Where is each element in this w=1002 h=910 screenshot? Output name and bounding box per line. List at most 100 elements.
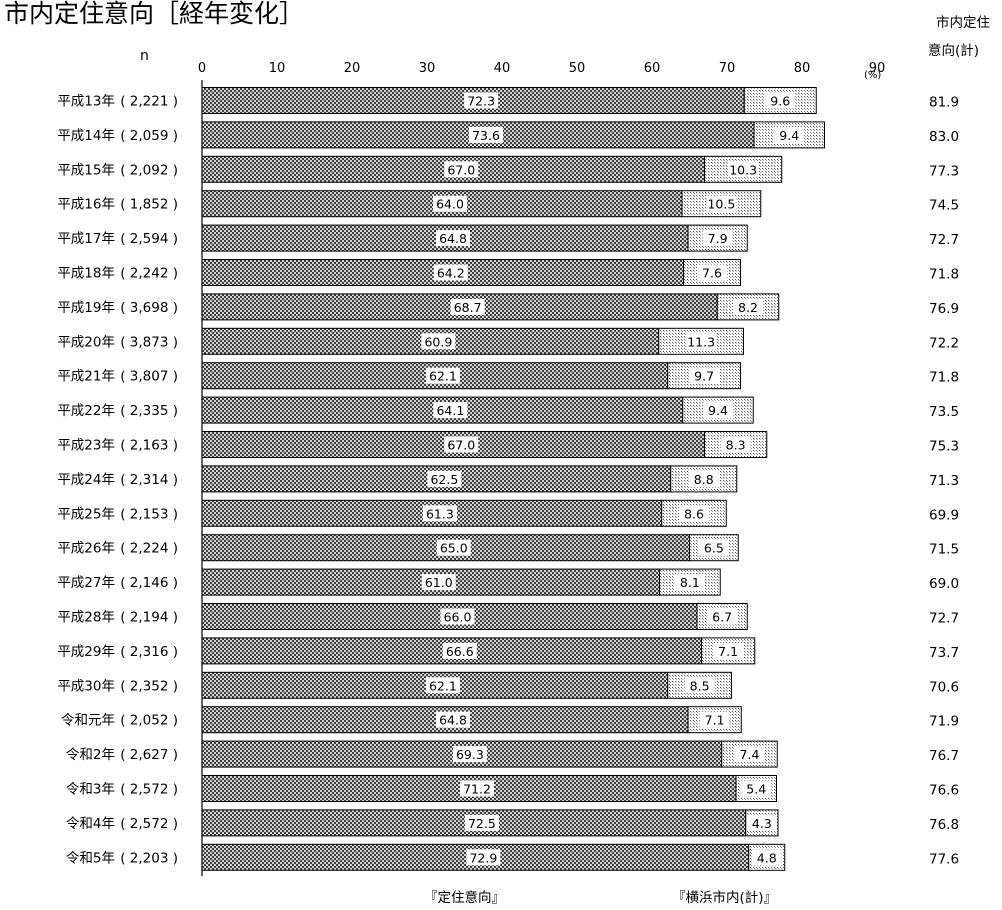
bar-series1 bbox=[201, 259, 684, 286]
n-value: ( 2,352 ) bbox=[120, 678, 178, 694]
value-label-bg bbox=[422, 505, 457, 522]
value-label-series2: 7.9 bbox=[708, 231, 728, 246]
value-label-series2: 9.7 bbox=[694, 369, 714, 384]
value-label-series1: 62.1 bbox=[429, 369, 457, 384]
total-value: 83.0 bbox=[929, 129, 959, 145]
value-label-bg bbox=[728, 161, 759, 178]
value-label-bg bbox=[452, 746, 487, 763]
value-label-bg bbox=[440, 608, 475, 625]
category-label: 平成28年 bbox=[57, 610, 115, 626]
total-value: 76.9 bbox=[929, 301, 959, 317]
category-label: 平成20年 bbox=[57, 334, 115, 350]
total-value: 76.6 bbox=[929, 783, 959, 799]
value-label-bg bbox=[699, 711, 730, 728]
value-label-bg bbox=[751, 849, 782, 866]
category-label: 平成17年 bbox=[57, 231, 115, 247]
category-label: 平成25年 bbox=[57, 506, 115, 522]
value-label-series1: 65.0 bbox=[440, 541, 468, 556]
value-label-bg bbox=[466, 849, 501, 866]
category-label: 平成18年 bbox=[57, 266, 115, 282]
value-label-series2: 10.5 bbox=[707, 197, 735, 212]
category-label: 平成22年 bbox=[57, 403, 115, 419]
value-label-series2: 8.2 bbox=[738, 300, 758, 315]
value-label-bg bbox=[425, 677, 460, 694]
value-label-series2: 4.3 bbox=[752, 816, 772, 831]
total-value: 75.3 bbox=[929, 439, 959, 455]
total-value: 71.8 bbox=[929, 370, 959, 386]
value-label-series1: 73.6 bbox=[472, 128, 500, 143]
total-value: 69.0 bbox=[929, 576, 959, 592]
value-label-series2: 11.3 bbox=[687, 334, 715, 349]
value-label-bg bbox=[688, 470, 719, 487]
n-value: ( 2,314 ) bbox=[120, 472, 178, 488]
category-label: 平成16年 bbox=[57, 197, 115, 213]
value-label-bg bbox=[450, 298, 485, 315]
value-label-series1: 67.0 bbox=[447, 438, 475, 453]
n-value: ( 2,572 ) bbox=[120, 782, 178, 798]
value-label-bg bbox=[425, 367, 460, 384]
value-label-series2: 6.5 bbox=[704, 541, 724, 556]
total-value: 81.9 bbox=[929, 95, 959, 111]
x-tick-label: 10 bbox=[269, 61, 286, 76]
n-value: ( 2,163 ) bbox=[120, 438, 178, 454]
value-label-bg bbox=[689, 367, 720, 384]
total-header-line2: 意向(計) bbox=[928, 43, 980, 59]
value-label-bg bbox=[746, 814, 777, 831]
total-value: 77.3 bbox=[929, 163, 959, 179]
category-label: 令和4年 bbox=[66, 816, 115, 832]
value-label-series1: 64.2 bbox=[437, 266, 465, 281]
category-label: 平成29年 bbox=[57, 644, 115, 660]
value-label-bg bbox=[436, 230, 470, 247]
value-label-series1: 64.1 bbox=[436, 403, 464, 418]
value-label-series1: 60.9 bbox=[424, 334, 452, 349]
n-value: ( 2,316 ) bbox=[120, 644, 178, 660]
value-label-series2: 5.4 bbox=[746, 782, 766, 797]
value-label-bg bbox=[698, 539, 729, 556]
category-label: 平成30年 bbox=[57, 678, 115, 694]
value-label-series2: 6.7 bbox=[712, 610, 732, 625]
x-tick-label: 70 bbox=[719, 61, 736, 76]
value-label-bg bbox=[734, 746, 765, 763]
n-value: ( 2,627 ) bbox=[120, 747, 178, 763]
value-label-bg bbox=[679, 505, 709, 522]
value-label-series1: 71.2 bbox=[463, 782, 491, 797]
value-label-series1: 69.3 bbox=[456, 747, 484, 762]
category-label: 令和3年 bbox=[66, 782, 115, 798]
legend-series2: 『横浜市内(計)』 bbox=[672, 890, 778, 906]
value-label-series1: 61.3 bbox=[426, 506, 454, 521]
value-label-series1: 72.5 bbox=[468, 816, 496, 831]
n-value: ( 2,224 ) bbox=[120, 541, 178, 557]
n-value: ( 2,242 ) bbox=[120, 266, 178, 282]
unit-label: (%) bbox=[864, 70, 881, 81]
bar-series2 bbox=[704, 155, 783, 183]
x-tick-label: 80 bbox=[794, 61, 811, 76]
value-label-series1: 66.0 bbox=[444, 610, 472, 625]
n-value: ( 2,146 ) bbox=[120, 575, 178, 591]
total-value: 77.6 bbox=[929, 851, 959, 867]
value-label-series1: 72.3 bbox=[467, 94, 495, 109]
value-label-series2: 8.5 bbox=[690, 678, 710, 693]
value-label-bg bbox=[697, 264, 727, 281]
value-label-series2: 7.4 bbox=[740, 747, 760, 762]
value-label-series1: 64.8 bbox=[439, 713, 467, 728]
total-value: 69.9 bbox=[929, 507, 959, 523]
category-label: 令和2年 bbox=[66, 747, 115, 763]
total-value: 74.5 bbox=[929, 198, 959, 214]
value-label-series1: 72.9 bbox=[469, 850, 497, 865]
n-value: ( 2,059 ) bbox=[120, 128, 178, 144]
n-value: ( 2,092 ) bbox=[120, 162, 178, 178]
value-label-bg bbox=[707, 608, 738, 625]
value-label-bg bbox=[733, 298, 763, 315]
value-label-bg bbox=[684, 677, 715, 694]
value-label-series2: 8.6 bbox=[684, 506, 704, 521]
value-label-series2: 7.6 bbox=[702, 266, 722, 281]
x-tick-label: 50 bbox=[569, 61, 586, 76]
n-header: n bbox=[140, 48, 149, 64]
value-label-bg bbox=[444, 161, 479, 178]
value-label-bg bbox=[460, 780, 494, 797]
x-tick-label: 40 bbox=[494, 61, 511, 76]
category-label: 平成24年 bbox=[57, 472, 115, 488]
n-value: ( 3,807 ) bbox=[120, 369, 178, 385]
bar-series1 bbox=[201, 87, 745, 114]
value-label-series2: 7.1 bbox=[705, 713, 725, 728]
